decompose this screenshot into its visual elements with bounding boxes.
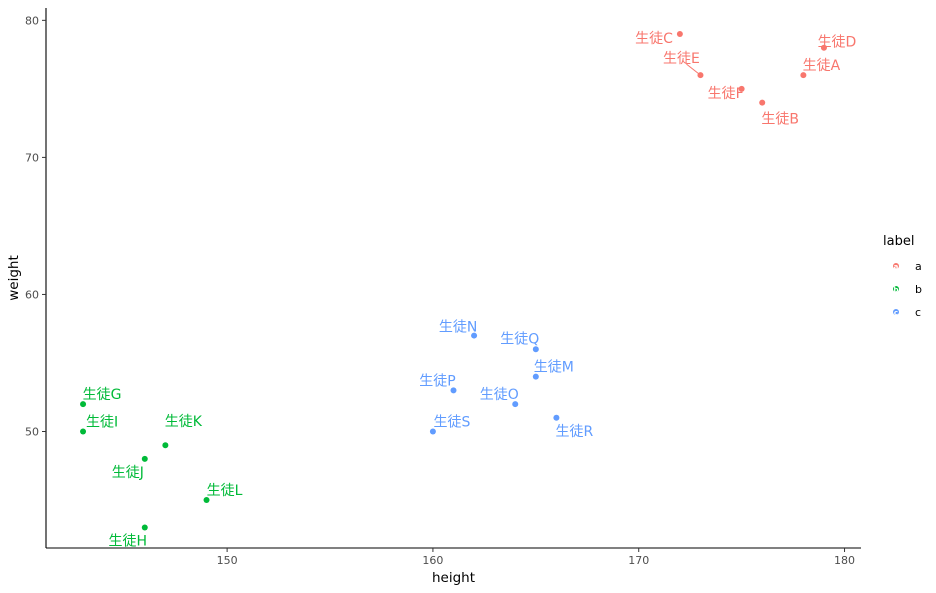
data-point	[471, 332, 478, 339]
x-tick-label: 170	[628, 554, 649, 567]
data-point	[532, 373, 539, 380]
y-axis-title: weight	[6, 255, 22, 301]
legend-entry-label: a	[915, 260, 922, 273]
y-tick-label: 80	[25, 14, 39, 27]
data-point	[738, 85, 745, 92]
legend-key-letter: b	[893, 286, 898, 294]
data-point	[759, 99, 766, 106]
point-label: 生徒P	[419, 373, 455, 389]
point-label: 生徒H	[109, 533, 148, 549]
point-label: 生徒S	[433, 415, 470, 431]
point-label: 生徒B	[761, 112, 799, 128]
x-tick-label: 160	[422, 554, 443, 567]
legend-entry-label: b	[915, 283, 922, 296]
data-point	[800, 72, 807, 79]
point-label: 生徒C	[635, 31, 673, 47]
point-label: 生徒K	[165, 414, 203, 430]
point-label: 生徒J	[112, 465, 144, 481]
point-label: 生徒N	[439, 320, 477, 336]
point-label: 生徒A	[803, 58, 841, 74]
x-tick-label: 150	[217, 554, 238, 567]
data-point	[532, 346, 539, 353]
legend: label a ab bc c	[883, 234, 922, 319]
point-label: 生徒G	[83, 387, 122, 403]
legend-title: label	[883, 234, 914, 249]
axes: 150 160 170 180 50 60 70 80	[25, 8, 861, 567]
point-label: 生徒L	[207, 483, 243, 499]
data-point	[820, 44, 827, 51]
data-points	[80, 31, 827, 531]
data-point	[429, 428, 436, 435]
data-point	[80, 428, 87, 435]
data-point	[512, 401, 519, 408]
data-point	[676, 31, 683, 38]
point-label: 生徒O	[480, 387, 519, 403]
point-label: 生徒I	[86, 415, 118, 431]
point-label: 生徒Q	[500, 331, 539, 347]
data-point	[450, 387, 457, 394]
legend-key-point	[893, 263, 899, 269]
point-label: 生徒F	[708, 86, 744, 102]
legend-entry-label: c	[915, 306, 921, 319]
data-point	[162, 442, 169, 449]
x-axis-title: height	[432, 570, 475, 586]
legend-key-letter: c	[894, 309, 898, 317]
data-point	[141, 455, 148, 462]
point-label: 生徒D	[818, 35, 857, 51]
point-label: 生徒M	[534, 360, 574, 376]
y-tick-label: 50	[25, 426, 39, 439]
point-labels: 生徒A 生徒B 生徒C 生徒D 生徒E 生徒F 生徒G 生徒H 生徒I 生徒J 生徒K 生徒L 生徒M 生…	[83, 31, 857, 549]
data-point	[141, 524, 148, 531]
data-point	[80, 401, 87, 408]
data-point	[697, 72, 704, 79]
x-tick-label: 180	[834, 554, 855, 567]
point-label: 生徒E	[663, 51, 700, 67]
point-label: 生徒R	[556, 424, 594, 440]
data-point	[553, 414, 560, 421]
legend-key-point	[893, 309, 899, 315]
y-tick-label: 60	[25, 288, 39, 301]
legend-key-point	[893, 286, 899, 292]
y-tick-label: 70	[25, 151, 39, 164]
data-point	[203, 497, 210, 504]
legend-key-letter: a	[894, 263, 899, 271]
